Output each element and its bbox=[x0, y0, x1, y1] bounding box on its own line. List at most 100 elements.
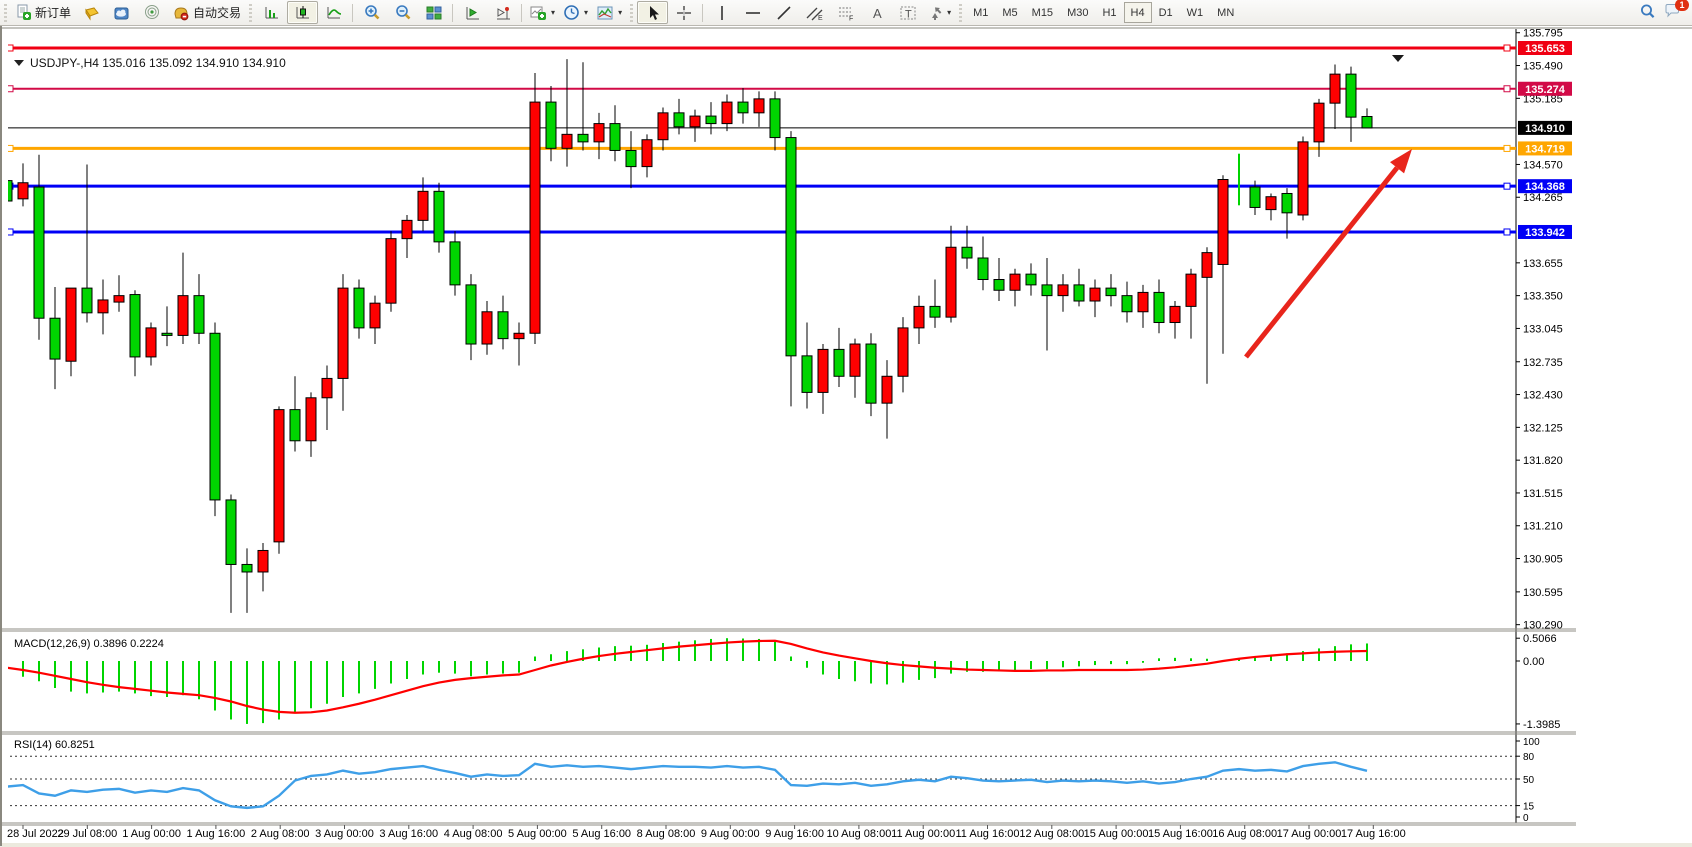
timeframe-m30-button[interactable]: M30 bbox=[1067, 6, 1089, 19]
rsi-axis-label: 80 bbox=[1523, 752, 1535, 763]
price-tick-label: 135.490 bbox=[1523, 61, 1563, 73]
line-chart-button[interactable] bbox=[318, 1, 349, 24]
candle-body bbox=[913, 305, 925, 329]
svg-text:E: E bbox=[818, 15, 823, 21]
zoom-out-icon bbox=[394, 4, 412, 21]
trendline-button[interactable] bbox=[768, 1, 799, 24]
line-anchor-marker[interactable] bbox=[1503, 85, 1511, 93]
labelT-icon: T bbox=[899, 5, 917, 21]
line-anchor-marker[interactable] bbox=[7, 144, 14, 152]
candle bbox=[1121, 281, 1133, 323]
price-badge-label: 133.942 bbox=[1525, 227, 1565, 239]
candle bbox=[321, 365, 333, 431]
chat-button[interactable]: 1 bbox=[1664, 0, 1689, 22]
price-tick-label: 134.570 bbox=[1523, 159, 1563, 171]
timeframe-d1-button[interactable]: D1 bbox=[1158, 6, 1173, 19]
candle-body bbox=[337, 287, 349, 379]
line-anchor-marker[interactable] bbox=[7, 228, 14, 236]
candle bbox=[529, 73, 541, 345]
bar-chart-button[interactable] bbox=[256, 1, 287, 24]
timeframe-w1-button[interactable]: W1 bbox=[1186, 6, 1204, 19]
text-label-button[interactable]: T bbox=[892, 1, 923, 24]
candle-body bbox=[801, 355, 813, 393]
timeframe-m15-button[interactable]: M15 bbox=[1031, 6, 1054, 19]
candle bbox=[225, 494, 237, 613]
candle-body bbox=[1361, 115, 1373, 129]
timeframe-mn-button[interactable]: MN bbox=[1217, 6, 1235, 19]
candle bbox=[769, 91, 781, 151]
candle bbox=[1185, 268, 1197, 339]
main-toolbar: 新订单 自动交易 ▾ ▾ ▾ E F A T ▾ M1 M5 M15 M30 H1 H4 D1 W1 MN 1 bbox=[0, 0, 1692, 26]
zoom-out-button[interactable] bbox=[387, 1, 418, 24]
toolbar-separator bbox=[352, 3, 354, 22]
trend-arrow-shaft[interactable] bbox=[1244, 166, 1399, 359]
trend-arrow[interactable] bbox=[1244, 149, 1412, 359]
price-tick-label: 133.045 bbox=[1523, 323, 1563, 335]
autoscroll-icon bbox=[463, 5, 481, 21]
candle bbox=[433, 182, 445, 253]
text-button[interactable]: A bbox=[861, 1, 892, 24]
line-anchor-marker[interactable] bbox=[1503, 182, 1511, 190]
line-anchor-marker[interactable] bbox=[1503, 44, 1511, 52]
candle bbox=[625, 131, 637, 189]
gold-bar-button[interactable] bbox=[75, 1, 106, 24]
line-anchor-marker[interactable] bbox=[7, 44, 14, 52]
macd-label: MACD(12,26,9) 0.3896 0.2224 bbox=[14, 638, 164, 650]
candle bbox=[1153, 279, 1165, 334]
candle bbox=[241, 548, 253, 613]
line-anchor-marker[interactable] bbox=[1503, 228, 1511, 236]
chart-shift-button[interactable] bbox=[487, 1, 518, 24]
candle-body bbox=[49, 317, 61, 360]
price-tick-label: 135.795 bbox=[1523, 28, 1563, 40]
toolbar-grip bbox=[247, 3, 255, 22]
timeframe-m1-button[interactable]: M1 bbox=[973, 6, 989, 19]
candle-body bbox=[609, 123, 621, 151]
vertical-line-button[interactable] bbox=[706, 1, 737, 24]
trend-arrow-head[interactable] bbox=[1389, 149, 1412, 174]
periods-button[interactable]: ▾ bbox=[559, 1, 592, 24]
new-order-button[interactable]: 新订单 bbox=[11, 1, 75, 24]
candle-body bbox=[993, 279, 1005, 291]
crosshair-button[interactable] bbox=[668, 1, 699, 24]
candle-body bbox=[545, 101, 557, 149]
line-anchor-marker[interactable] bbox=[7, 85, 14, 93]
cursor-button[interactable] bbox=[637, 1, 669, 24]
candle bbox=[1345, 66, 1357, 142]
candle-body bbox=[465, 284, 477, 345]
macd-axis-label: 0.5066 bbox=[1523, 633, 1557, 645]
auto-scroll-button[interactable] bbox=[456, 1, 487, 24]
new-chart-button[interactable]: ▾ bbox=[525, 1, 559, 24]
tile-windows-button[interactable] bbox=[418, 1, 449, 24]
templates-button[interactable]: ▾ bbox=[592, 1, 626, 24]
time-axis-label: 9 Aug 00:00 bbox=[701, 828, 760, 840]
time-axis-label: 5 Aug 00:00 bbox=[508, 828, 567, 840]
search-button[interactable] bbox=[1639, 3, 1656, 23]
line-anchor-marker[interactable] bbox=[1503, 144, 1511, 152]
price-badge bbox=[1518, 81, 1572, 96]
channel-button[interactable]: E bbox=[799, 1, 830, 24]
chart-shift-marker[interactable] bbox=[1392, 55, 1404, 62]
fibonacci-button[interactable]: F bbox=[830, 1, 861, 24]
timeframe-m5-button[interactable]: M5 bbox=[1002, 6, 1018, 19]
candle-body bbox=[1009, 273, 1021, 291]
arrows-button[interactable]: ▾ bbox=[923, 1, 955, 24]
timeframe-h4-button[interactable]: H4 bbox=[1123, 2, 1152, 23]
candle-body bbox=[97, 299, 109, 314]
candle-icon bbox=[294, 5, 312, 21]
candle-body bbox=[225, 499, 237, 565]
autotrading-button[interactable]: 自动交易 bbox=[168, 1, 245, 24]
signals-button[interactable] bbox=[137, 1, 168, 24]
marketplace-button[interactable] bbox=[106, 1, 137, 24]
toolbar-separator bbox=[452, 3, 454, 22]
candle-body bbox=[1345, 73, 1357, 118]
timeframe-h1-button[interactable]: H1 bbox=[1102, 6, 1117, 19]
candlestick-chart-button[interactable] bbox=[287, 1, 319, 24]
candle bbox=[721, 94, 733, 132]
candle bbox=[929, 279, 941, 328]
one-click-trading-toggle[interactable] bbox=[14, 60, 24, 66]
zoom-in-button[interactable] bbox=[356, 1, 387, 24]
time-axis-label: 11 Aug 16:00 bbox=[955, 828, 1019, 840]
horizontal-line-button[interactable] bbox=[737, 1, 768, 24]
candle bbox=[1313, 98, 1325, 157]
candle-body bbox=[593, 123, 605, 143]
